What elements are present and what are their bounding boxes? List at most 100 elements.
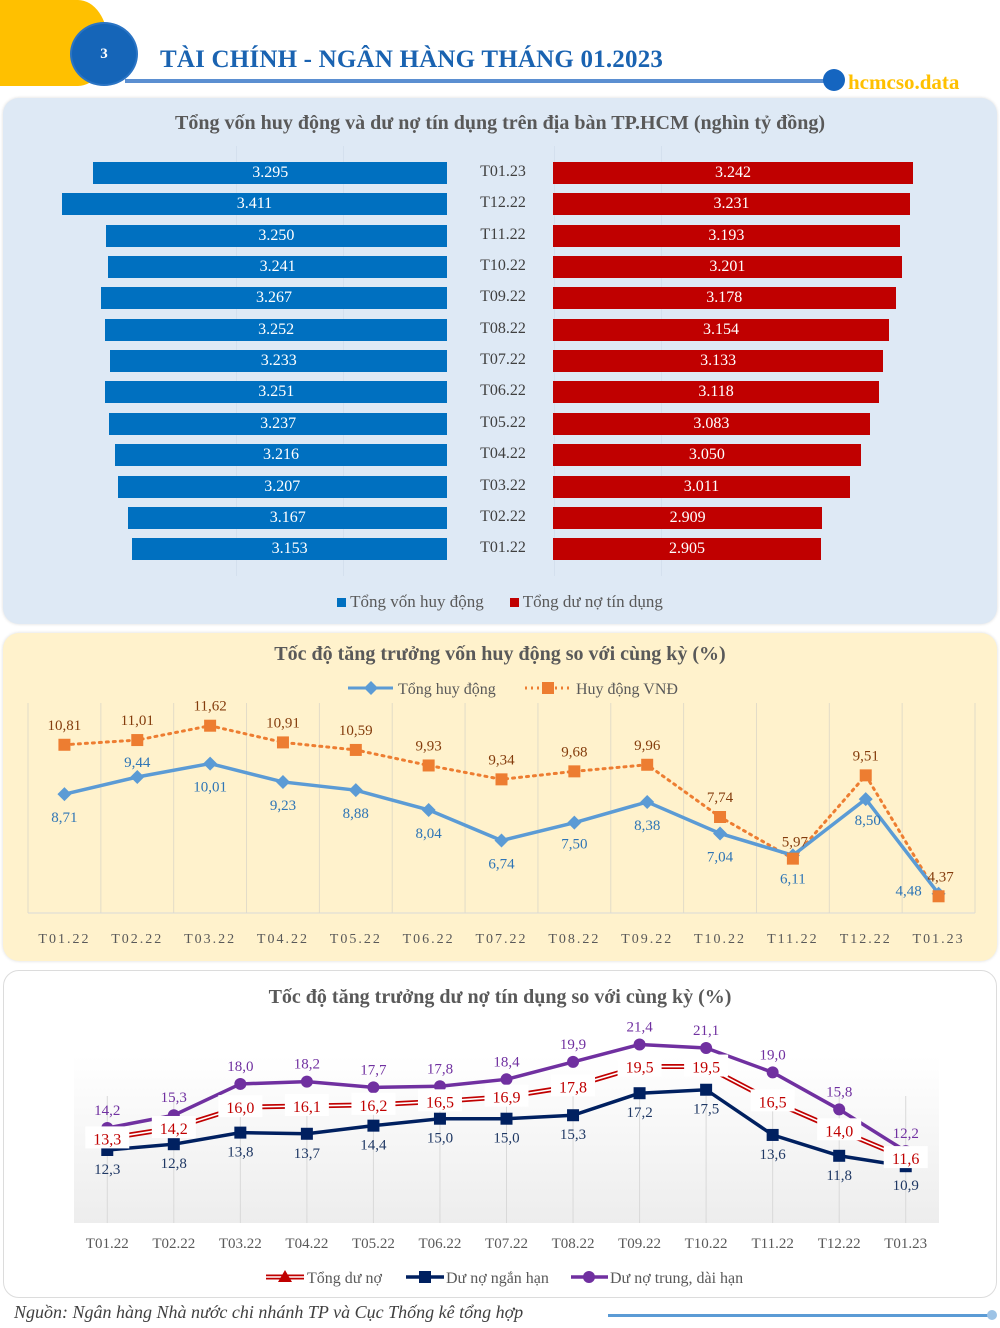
bar-row: 3.250 T11.22 3.193 <box>3 224 997 247</box>
legend-swatch-red-icon <box>509 597 519 607</box>
x-tick-label: T10.22 <box>685 1236 728 1252</box>
category-label: T09.22 <box>480 288 526 306</box>
data-point-short-term <box>766 1128 779 1141</box>
x-tick-label: T02.22 <box>111 932 163 947</box>
x-tick-label: T06.22 <box>419 1236 462 1252</box>
data-label-long-term: 18,4 <box>493 1054 520 1070</box>
data-label-total: 8,71 <box>51 810 77 826</box>
legend-marker-diamond-icon <box>364 681 378 695</box>
data-label-bg <box>617 1054 662 1077</box>
bar-row: 3.252 T08.22 3.154 <box>3 318 997 341</box>
bar-credit: 3.011 <box>553 475 850 498</box>
bar-credit: 3.083 <box>553 412 870 435</box>
data-point-long-term <box>700 1042 713 1055</box>
bar-deposits: 3.207 <box>117 475 447 498</box>
data-point-long-term <box>833 1103 846 1116</box>
bar-deposits: 3.252 <box>105 318 447 341</box>
data-label-total: 8,38 <box>634 818 660 834</box>
data-point-long-term <box>300 1075 313 1088</box>
data-point-vnd <box>932 890 945 903</box>
bar-credit: 3.154 <box>553 318 890 341</box>
data-label-total: 13,3 <box>93 1131 121 1148</box>
legend-label: Tổng vốn huy động <box>350 592 484 611</box>
footer-dot-icon <box>987 1310 997 1320</box>
category-label: T07.22 <box>480 351 526 369</box>
data-point-long-term <box>633 1038 646 1051</box>
data-point-total <box>567 815 582 830</box>
x-tick-label: T10.22 <box>694 932 746 947</box>
bar-row: 3.207 T03.22 3.011 <box>3 475 997 498</box>
data-label-bg <box>218 1095 263 1118</box>
data-point-total <box>57 787 72 802</box>
bar-credit: 3.050 <box>553 444 861 467</box>
bar-deposits: 3.267 <box>101 287 447 310</box>
data-label-long-term: 12,2 <box>893 1126 919 1142</box>
data-label-short-term: 14,4 <box>360 1138 387 1154</box>
legend-item-credit: Tổng dư nợ tín dụng <box>509 592 663 612</box>
chart-panel-deposit-growth: Tốc độ tăng trưởng vốn huy động so với c… <box>3 633 997 961</box>
data-point-vnd <box>714 811 727 823</box>
bar-row: 3.153 T01.22 2.905 <box>3 538 997 561</box>
data-label-short-term: 15,3 <box>560 1127 586 1143</box>
data-label-total: 19,5 <box>692 1060 720 1077</box>
data-label-total: 8,88 <box>343 806 369 822</box>
data-point-total <box>203 756 218 771</box>
data-label-bg <box>684 1054 729 1077</box>
header-underline <box>125 79 830 83</box>
data-point-total <box>494 833 509 848</box>
bar-deposits: 3.411 <box>61 193 447 216</box>
data-label-long-term: 19,9 <box>560 1037 586 1053</box>
data-label-short-term: 15,0 <box>493 1131 519 1147</box>
data-label-vnd: 9,51 <box>853 748 879 764</box>
data-point-long-term <box>367 1081 380 1094</box>
bar-row: 3.251 T06.22 3.118 <box>3 381 997 404</box>
data-point-long-term <box>567 1055 580 1068</box>
data-point-total <box>858 792 873 807</box>
chart-legend: Tổng vốn huy động Tổng dư nợ tín dụng <box>3 592 997 612</box>
data-point-total <box>640 794 655 809</box>
legend-label: Dư nợ trung, dài hạn <box>610 1270 743 1287</box>
chart-title: Tốc độ tăng trưởng vốn huy động so với c… <box>274 643 726 665</box>
bar-credit: 3.231 <box>553 193 911 216</box>
header-dot-icon <box>823 69 845 91</box>
data-label-long-term: 19,0 <box>760 1047 786 1063</box>
legend-label: Dư nợ ngắn hạn <box>446 1270 549 1287</box>
data-label-vnd: 10,59 <box>339 723 373 739</box>
data-label-short-term: 13,8 <box>227 1145 253 1161</box>
chart-panel-credit-growth: Tốc độ tăng trưởng dư nợ tín dụng so với… <box>3 970 997 1298</box>
x-tick-label: T03.22 <box>219 1236 262 1252</box>
legend-marker-circle-icon <box>583 1271 595 1283</box>
category-label: T01.22 <box>480 539 526 557</box>
data-label-vnd: 4,37 <box>927 869 954 885</box>
x-tick-label: T03.22 <box>184 932 236 947</box>
data-label-total: 16,5 <box>426 1094 454 1111</box>
data-point-vnd <box>349 743 362 756</box>
legend-marker-triangle-icon <box>278 1270 292 1282</box>
bar-credit: 3.242 <box>553 162 914 184</box>
data-point-short-term <box>234 1126 247 1139</box>
brand-label: hcmcso.data <box>848 70 960 94</box>
data-point-vnd <box>204 719 217 732</box>
data-point-short-term <box>367 1119 380 1132</box>
data-label-short-term: 13,6 <box>760 1147 787 1163</box>
data-label-total: 9,23 <box>270 798 296 814</box>
data-point-long-term <box>500 1073 513 1086</box>
x-tick-label: T08.22 <box>548 932 600 947</box>
data-point-vnd <box>568 765 581 778</box>
bar-deposits: 3.167 <box>128 506 447 529</box>
category-label: T03.22 <box>480 476 526 494</box>
category-label: T12.22 <box>480 194 526 212</box>
data-point-total <box>130 770 145 784</box>
bar-credit: 3.178 <box>553 287 896 310</box>
data-label-bg <box>151 1115 196 1138</box>
x-tick-label: T05.22 <box>330 932 382 947</box>
deposit-growth-chart: Tổng huy động Huy động VNĐ T01.22 T02.22 T03… <box>27 681 976 947</box>
bar-row: 3.167 T02.22 2.909 <box>3 506 997 529</box>
x-tick-label: T07.22 <box>475 932 527 947</box>
category-label: T11.22 <box>480 225 526 243</box>
data-label-vnd: 9,68 <box>561 744 587 760</box>
data-label-vnd: 7,74 <box>707 790 734 806</box>
legend-swatch-blue-icon <box>337 597 347 607</box>
x-tick-label: T01.22 <box>38 932 90 947</box>
data-label-long-term: 17,8 <box>427 1061 453 1077</box>
